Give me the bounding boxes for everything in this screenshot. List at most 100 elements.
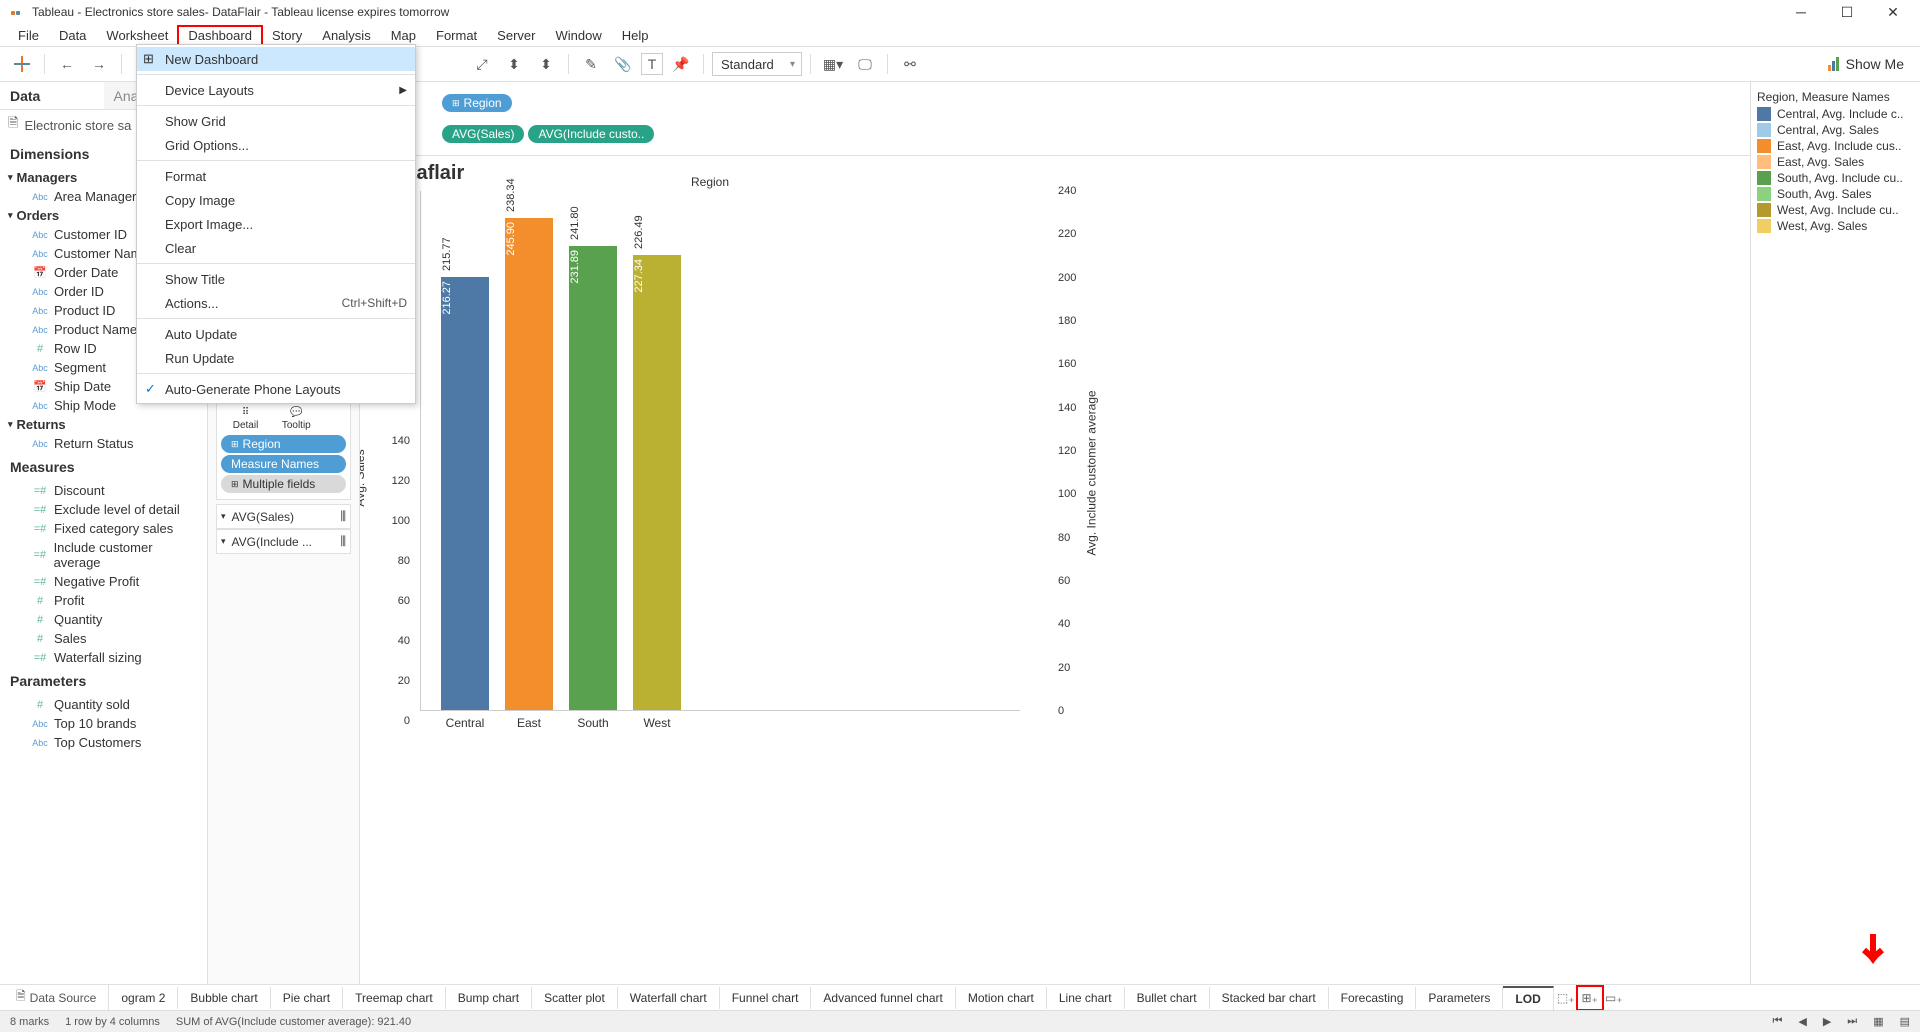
menu-window[interactable]: Window bbox=[545, 26, 611, 45]
new-story-icon[interactable]: ▭₊ bbox=[1602, 987, 1626, 1009]
legend-item[interactable]: Central, Avg. Sales bbox=[1757, 122, 1914, 138]
highlight-button[interactable]: ✎ bbox=[577, 50, 605, 78]
menu-map[interactable]: Map bbox=[381, 26, 426, 45]
shelf-pill[interactable]: AVG(Include custo.. bbox=[528, 125, 654, 143]
group-button[interactable]: 📎 bbox=[609, 50, 637, 78]
field-top-brands[interactable]: AbcTop 10 brands bbox=[0, 714, 207, 733]
menu-data[interactable]: Data bbox=[49, 26, 96, 45]
menu-item-grid-options-[interactable]: Grid Options... bbox=[137, 133, 415, 157]
sheet-tab-pie-chart[interactable]: Pie chart bbox=[271, 987, 343, 1009]
legend-item[interactable]: Central, Avg. Include c.. bbox=[1757, 106, 1914, 122]
share-button[interactable]: ⚯ bbox=[896, 50, 924, 78]
bar-east[interactable]: 245.90238.34 bbox=[505, 218, 553, 710]
shelf-pill[interactable]: AVG(Sales) bbox=[442, 125, 524, 143]
marks-tooltip[interactable]: 💬Tooltip bbox=[282, 407, 311, 431]
sheet-tab-treemap-chart[interactable]: Treemap chart bbox=[343, 987, 446, 1009]
axis-card[interactable]: ▾AVG(Include ...⫼ bbox=[216, 529, 351, 554]
field-sales[interactable]: #Sales bbox=[0, 629, 207, 648]
sheet-tab-bubble-chart[interactable]: Bubble chart bbox=[178, 987, 270, 1009]
field-discount[interactable]: =#Discount bbox=[0, 481, 207, 500]
cards-button[interactable]: ▦▾ bbox=[819, 50, 847, 78]
sheet-tab-forecasting[interactable]: Forecasting bbox=[1329, 987, 1417, 1009]
field-waterfall-sizing[interactable]: =#Waterfall sizing bbox=[0, 648, 207, 667]
close-button[interactable]: ✕ bbox=[1870, 0, 1916, 24]
tableau-icon[interactable] bbox=[8, 50, 36, 78]
maximize-button[interactable]: ☐ bbox=[1824, 0, 1870, 24]
sheet-tab-line-chart[interactable]: Line chart bbox=[1047, 987, 1125, 1009]
menu-item-copy-image[interactable]: Copy Image bbox=[137, 188, 415, 212]
legend-item[interactable]: East, Avg. Include cus.. bbox=[1757, 138, 1914, 154]
nav-next-icon[interactable]: ▶ bbox=[1823, 1015, 1831, 1028]
legend-item[interactable]: East, Avg. Sales bbox=[1757, 154, 1914, 170]
forward-button[interactable]: → bbox=[85, 50, 113, 78]
sheet-tab-ogram-2[interactable]: ogram 2 bbox=[109, 987, 178, 1009]
presentation-button[interactable]: 🖵 bbox=[851, 50, 879, 78]
new-dashboard-icon[interactable]: ⊞₊ bbox=[1578, 987, 1602, 1009]
menu-story[interactable]: Story bbox=[262, 26, 312, 45]
fit-selector[interactable]: Standard bbox=[712, 52, 802, 76]
sheet-tab-funnel-chart[interactable]: Funnel chart bbox=[720, 987, 812, 1009]
legend-item[interactable]: West, Avg. Sales bbox=[1757, 218, 1914, 234]
field-include-customer-average[interactable]: =#Include customer average bbox=[0, 538, 207, 572]
marks-pill-measure-names[interactable]: Measure Names bbox=[221, 455, 346, 473]
field-exclude-level-of-detail[interactable]: =#Exclude level of detail bbox=[0, 500, 207, 519]
menu-item-show-grid[interactable]: Show Grid bbox=[137, 109, 415, 133]
sort-desc-button[interactable]: ⬍ bbox=[532, 50, 560, 78]
marks-pill-region[interactable]: ⊞Region bbox=[221, 435, 346, 453]
swap-button[interactable]: ⤢ bbox=[468, 50, 496, 78]
back-button[interactable]: ← bbox=[53, 50, 81, 78]
totals-button[interactable]: T bbox=[641, 53, 663, 75]
axis-card[interactable]: ▾AVG(Sales)⫼ bbox=[216, 504, 351, 529]
menu-item-new-dashboard[interactable]: ⊞New Dashboard bbox=[137, 47, 415, 71]
menu-item-export-image-[interactable]: Export Image... bbox=[137, 212, 415, 236]
minimize-button[interactable]: ─ bbox=[1778, 0, 1824, 24]
sheet-tab-bullet-chart[interactable]: Bullet chart bbox=[1125, 987, 1210, 1009]
menu-analysis[interactable]: Analysis bbox=[312, 26, 380, 45]
menu-item-auto-update[interactable]: Auto Update bbox=[137, 322, 415, 346]
menu-item-show-title[interactable]: Show Title bbox=[137, 267, 415, 291]
pin-button[interactable]: 📌 bbox=[667, 50, 695, 78]
bar-west[interactable]: 227.34226.49 bbox=[633, 255, 681, 710]
menu-item-run-update[interactable]: Run Update bbox=[137, 346, 415, 370]
shelf-pill[interactable]: ⊞ Region bbox=[442, 94, 512, 112]
nav-first-icon[interactable]: ⏮ bbox=[1772, 1015, 1782, 1028]
sheet-tab-stacked-bar-chart[interactable]: Stacked bar chart bbox=[1210, 987, 1329, 1009]
marks-detail[interactable]: ⠿Detail bbox=[233, 407, 259, 431]
data-source-tab[interactable]: 🗎Data Source bbox=[4, 984, 109, 1010]
show-me-button[interactable]: Show Me bbox=[1820, 56, 1912, 72]
new-worksheet-icon[interactable]: ⬚₊ bbox=[1554, 987, 1578, 1009]
menu-worksheet[interactable]: Worksheet bbox=[96, 26, 178, 45]
sort-asc-button[interactable]: ⬍ bbox=[500, 50, 528, 78]
nav-prev-icon[interactable]: ◀ bbox=[1798, 1015, 1806, 1028]
legend-item[interactable]: South, Avg. Sales bbox=[1757, 186, 1914, 202]
sheet-tab-parameters[interactable]: Parameters bbox=[1416, 987, 1503, 1009]
marks-pill-multiple-fields[interactable]: ⊞Multiple fields bbox=[221, 475, 346, 493]
sheet-tab-lod[interactable]: LOD bbox=[1503, 986, 1553, 1010]
sheet-tab-bump-chart[interactable]: Bump chart bbox=[446, 987, 532, 1009]
sheet-tab-scatter-plot[interactable]: Scatter plot bbox=[532, 987, 618, 1009]
menu-item-actions-[interactable]: Actions...Ctrl+Shift+D bbox=[137, 291, 415, 315]
field-fixed-category-sales[interactable]: =#Fixed category sales bbox=[0, 519, 207, 538]
group-returns[interactable]: ▾ Returns bbox=[0, 415, 207, 434]
nav-last-icon[interactable]: ⏭ bbox=[1847, 1015, 1857, 1028]
menu-item-format[interactable]: Format bbox=[137, 164, 415, 188]
rows-shelf[interactable]: AVG(Sales)AVG(Include custo.. bbox=[436, 120, 1742, 148]
sheet-tab-advanced-funnel-chart[interactable]: Advanced funnel chart bbox=[811, 987, 955, 1009]
field-quantity[interactable]: #Quantity bbox=[0, 610, 207, 629]
field-profit[interactable]: #Profit bbox=[0, 591, 207, 610]
slides-view-icon[interactable]: ▤ bbox=[1900, 1015, 1910, 1028]
bar-central[interactable]: 216.27215.77 bbox=[441, 277, 489, 710]
menu-dashboard[interactable]: Dashboard bbox=[178, 26, 262, 45]
bar-south[interactable]: 231.89241.80 bbox=[569, 246, 617, 710]
menu-file[interactable]: File bbox=[8, 26, 49, 45]
menu-item-clear[interactable]: Clear bbox=[137, 236, 415, 260]
legend-item[interactable]: West, Avg. Include cu.. bbox=[1757, 202, 1914, 218]
menu-item-device-layouts[interactable]: Device Layouts▶ bbox=[137, 78, 415, 102]
grid-view-icon[interactable]: ▦ bbox=[1873, 1015, 1883, 1028]
menu-help[interactable]: Help bbox=[612, 26, 659, 45]
viz-title[interactable]: - Dataflair bbox=[360, 156, 1750, 191]
columns-shelf[interactable]: ⊞ Region bbox=[436, 89, 1742, 117]
data-tab[interactable]: Data bbox=[0, 82, 104, 110]
legend-item[interactable]: South, Avg. Include cu.. bbox=[1757, 170, 1914, 186]
sheet-tab-motion-chart[interactable]: Motion chart bbox=[956, 987, 1047, 1009]
